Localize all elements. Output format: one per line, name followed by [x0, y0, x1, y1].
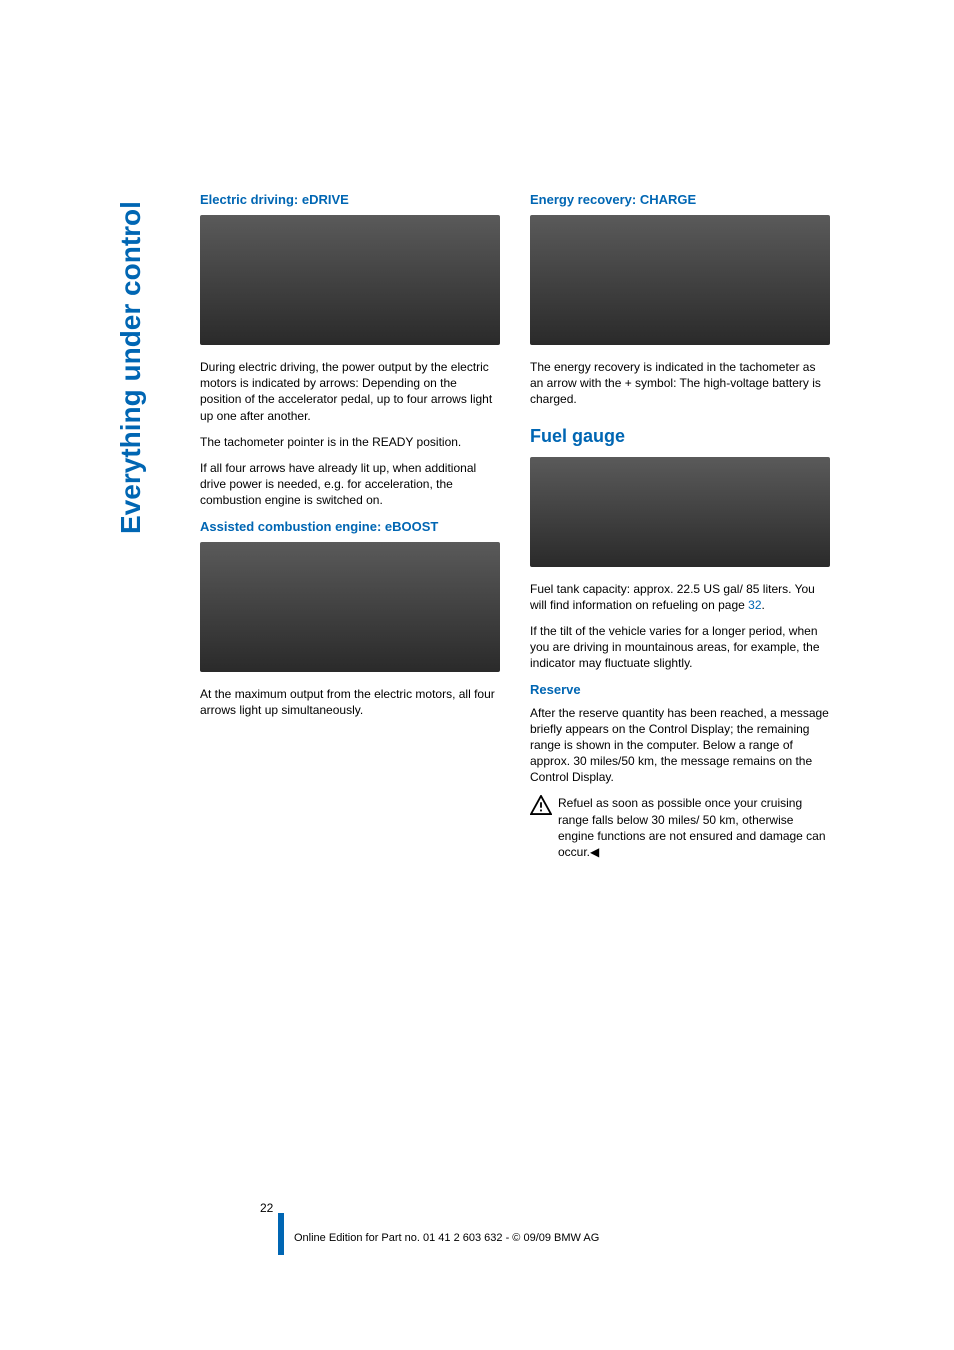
left-column: Electric driving: eDRIVE During electric…: [200, 192, 500, 860]
footer-bar: Online Edition for Part no. 01 41 2 603 …: [278, 1221, 848, 1255]
right-column: Energy recovery: CHARGE The energy recov…: [530, 192, 830, 860]
warning-icon: [530, 795, 552, 815]
figure-eboost-gauge: [200, 542, 500, 672]
footer-accent: [278, 1213, 284, 1255]
warning-text: Refuel as soon as possible once your cru…: [558, 795, 830, 860]
sidebar-chapter-title: Everything under control: [115, 201, 147, 534]
heading-reserve: Reserve: [530, 682, 830, 697]
heading-charge: Energy recovery: CHARGE: [530, 192, 830, 207]
heading-fuel-gauge: Fuel gauge: [530, 426, 830, 447]
figure-edrive-gauge: [200, 215, 500, 345]
paragraph: Fuel tank capacity: approx. 22.5 US gal/…: [530, 581, 830, 613]
paragraph: The energy recovery is indicated in the …: [530, 359, 830, 408]
heading-edrive: Electric driving: eDRIVE: [200, 192, 500, 207]
figure-charge-gauge: [530, 215, 830, 345]
page-link-32[interactable]: 32: [748, 598, 761, 612]
heading-eboost: Assisted combustion engine: eBOOST: [200, 519, 500, 534]
figure-fuel-gauge: [530, 457, 830, 567]
text: Fuel tank capacity: approx. 22.5 US gal/…: [530, 582, 815, 612]
warning-box: Refuel as soon as possible once your cru…: [530, 795, 830, 860]
paragraph: The tachometer pointer is in the READY p…: [200, 434, 500, 450]
footer-edition-text: Online Edition for Part no. 01 41 2 603 …: [294, 1232, 599, 1244]
paragraph: If the tilt of the vehicle varies for a …: [530, 623, 830, 672]
paragraph: At the maximum output from the electric …: [200, 686, 500, 718]
text: .: [762, 598, 765, 612]
content-area: Electric driving: eDRIVE During electric…: [200, 192, 850, 860]
paragraph: If all four arrows have already lit up, …: [200, 460, 500, 509]
page-number: 22: [260, 1201, 273, 1215]
paragraph: After the reserve quantity has been reac…: [530, 705, 830, 786]
paragraph: During electric driving, the power outpu…: [200, 359, 500, 424]
